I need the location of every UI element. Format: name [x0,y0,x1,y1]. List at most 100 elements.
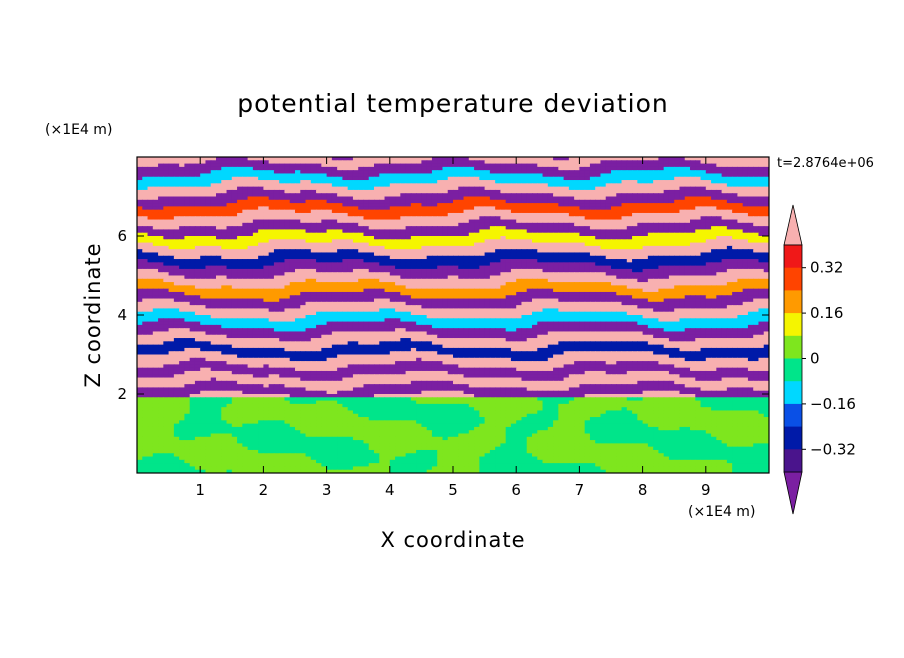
heatmap-cell [753,170,760,175]
heatmap-cell [637,236,644,240]
heatmap-cell [273,170,280,175]
heatmap-cell [611,189,617,194]
heatmap-cell [458,268,465,273]
heatmap-cell [637,229,644,234]
heatmap-cell [252,245,259,250]
heatmap-cell [637,255,644,260]
heatmap-cell [542,206,549,211]
heatmap-cell [305,173,312,178]
heatmap-cell [142,285,149,290]
heatmap-cell [679,252,686,257]
heatmap-cell [358,180,365,184]
heatmap-cell [395,275,401,280]
heatmap-cell [300,252,307,257]
heatmap-cell [711,255,717,260]
heatmap-cell [516,216,523,221]
heatmap-cell [310,209,317,214]
heatmap-cell [758,255,765,260]
heatmap-cell [584,245,591,250]
heatmap-cell [210,157,217,161]
heatmap-cell [558,189,565,194]
heatmap-cell [763,189,769,194]
heatmap-cell [400,170,407,175]
heatmap-cell [537,262,544,267]
heatmap-cell [363,157,370,161]
heatmap-cell [410,157,417,161]
heatmap-cell [658,170,665,175]
heatmap-cell [721,222,728,227]
heatmap-cell [537,275,544,280]
heatmap-cell [189,242,196,247]
heatmap-cell [342,209,349,214]
heatmap-cell [179,183,185,188]
heatmap-cell [384,236,391,240]
heatmap-cell [221,222,228,227]
heatmap-cell [284,282,291,286]
heatmap-cell [284,259,291,263]
heatmap-cell [547,242,554,247]
heatmap-cell [663,203,670,207]
heatmap-cell [331,203,338,207]
heatmap-cell [405,183,412,188]
heatmap-cell [268,212,275,217]
heatmap-cell [363,180,370,184]
heatmap-cell [510,242,517,247]
heatmap-cell [558,239,565,244]
heatmap-cell [737,222,744,227]
heatmap-cell [205,212,212,217]
heatmap-cell [237,196,243,201]
heatmap-cell [674,189,681,194]
heatmap-cell [389,180,396,184]
heatmap-cell [574,242,580,247]
heatmap-cell [200,255,207,260]
heatmap-cell [442,206,449,211]
heatmap-cell [268,262,275,267]
heatmap-cell [510,176,517,181]
heatmap-cell [626,212,633,217]
heatmap-cell [679,259,686,263]
heatmap-cell [479,272,486,277]
heatmap-cell [632,249,638,254]
heatmap-cell [616,196,623,201]
heatmap-cell [695,259,702,263]
heatmap-cell [326,163,333,168]
heatmap-cell [395,245,401,250]
heatmap-cell [626,189,633,194]
heatmap-cell [574,245,580,250]
heatmap-cell [742,265,749,270]
heatmap-cell [442,229,449,234]
heatmap-cell [205,196,212,201]
heatmap-cell [337,212,343,217]
heatmap-cell [695,249,702,254]
heatmap-cell [532,196,538,201]
heatmap-cell [658,196,665,201]
heatmap-cell [495,160,501,165]
heatmap-cell [674,222,681,227]
heatmap-cell [347,173,354,178]
heatmap-cell [173,278,180,283]
heatmap-cell [747,262,754,267]
heatmap-cell [184,212,191,217]
heatmap-cell [642,229,649,234]
heatmap-cell [626,282,633,286]
heatmap-cell [252,252,259,257]
heatmap-cell [252,219,259,224]
heatmap-cell [289,173,296,178]
heatmap-cell [711,229,717,234]
chart-title: potential temperature deviation [237,89,668,118]
heatmap-cell [421,176,428,181]
heatmap-cell [742,180,749,184]
heatmap-cell [553,189,559,194]
heatmap-cell [258,219,264,224]
heatmap-cell [216,222,222,227]
heatmap-cell [579,249,586,254]
heatmap-cell [526,209,533,214]
heatmap-cell [563,189,570,194]
heatmap-cell [611,203,617,207]
heatmap-cell [663,226,670,231]
heatmap-cell [574,255,580,260]
heatmap-cell [368,209,375,214]
heatmap-cell [421,189,428,194]
heatmap-cell [379,186,386,191]
heatmap-cell [252,259,259,263]
